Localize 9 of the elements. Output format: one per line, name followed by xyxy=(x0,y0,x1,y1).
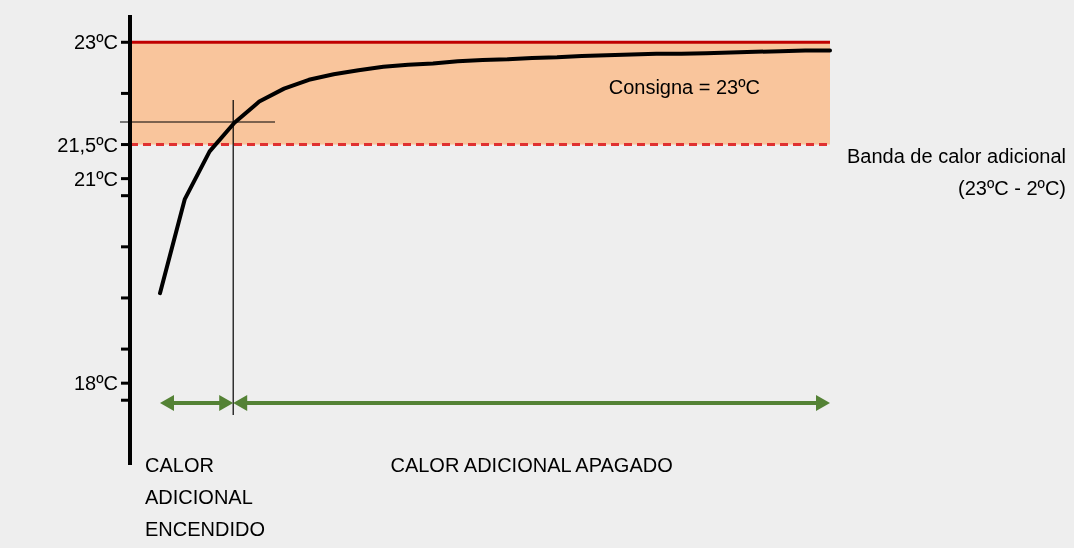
ref-line-label: Consigna = 23ºC xyxy=(608,76,760,99)
y-tick-label: 18ºC xyxy=(74,372,118,395)
y-tick-label: 21ºC xyxy=(74,167,118,190)
annotation: CALOR ADICIONAL ENCENDIDO xyxy=(145,454,266,540)
y-tick-label: 23ºC xyxy=(74,31,118,54)
line-series xyxy=(158,48,832,296)
band-label: Banda de calor adicional (23ºC - 2ºC) xyxy=(846,144,1066,199)
annotation: CALOR ADICIONAL APAGADO xyxy=(390,454,673,476)
y-tick-label: 21,5ºC xyxy=(57,133,118,156)
